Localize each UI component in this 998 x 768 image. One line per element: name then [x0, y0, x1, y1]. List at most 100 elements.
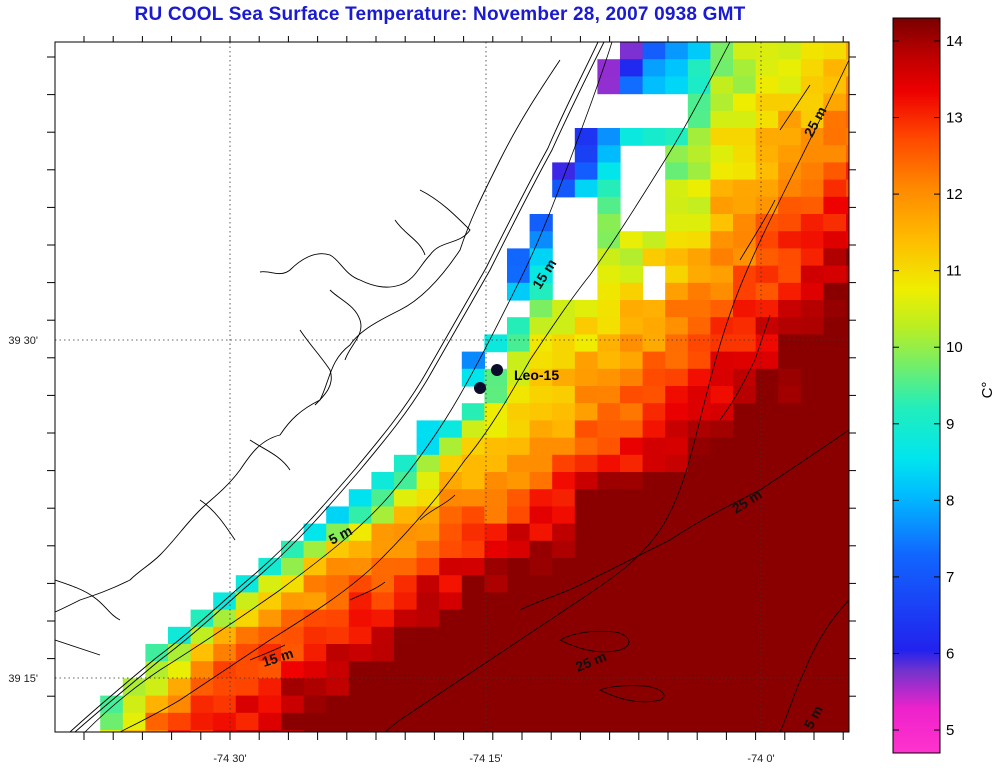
sst-cell: [168, 712, 192, 731]
sst-cell: [507, 592, 531, 611]
sst-cell: [846, 145, 849, 163]
sst-cell: [145, 695, 169, 714]
sst-cell: [213, 712, 237, 731]
station-marker-inshore: [474, 382, 486, 394]
sst-cell: [394, 661, 418, 679]
sst-cell: [597, 196, 621, 215]
sst-cell: [733, 644, 757, 662]
sst-cell: [846, 403, 849, 421]
sst-cell: [597, 661, 621, 679]
sst-cell: [529, 231, 553, 249]
sst-cell: [597, 145, 621, 163]
sst-cell: [687, 420, 711, 439]
sst-cell: [710, 282, 734, 301]
sst-cell: [755, 712, 779, 731]
colorbar-tick-label: 5: [946, 722, 954, 739]
sst-cell: [733, 76, 757, 95]
sst-cell: [552, 454, 576, 473]
sst-cell: [371, 730, 395, 732]
sst-cell: [507, 661, 531, 679]
sst-cell: [326, 626, 350, 645]
sst-cell: [620, 592, 644, 611]
sst-cell: [597, 575, 621, 593]
sst-cell: [778, 282, 802, 301]
sst-cell: [326, 678, 350, 697]
sst-cell: [733, 368, 757, 387]
sst-cell: [574, 730, 598, 732]
sst-cell: [846, 179, 849, 198]
sst-cell: [439, 540, 463, 559]
sst-cell: [823, 196, 847, 215]
sst-cell: [846, 351, 849, 370]
sst-cell: [552, 386, 576, 404]
sst-cell: [597, 730, 621, 732]
sst-cell: [507, 575, 531, 593]
sst-cell: [846, 110, 849, 129]
sst-cell: [823, 472, 847, 490]
sst-cell: [778, 678, 802, 697]
sst-cell: [552, 730, 576, 732]
sst-cell: [710, 386, 734, 404]
sst-cell: [303, 558, 327, 576]
sst-cell: [733, 196, 757, 215]
sst-cell: [800, 540, 824, 559]
sst-cell: [394, 609, 418, 628]
sst-cell: [416, 575, 440, 593]
sst-cell: [258, 678, 282, 697]
sst-cell: [665, 730, 689, 732]
sst-cell: [778, 540, 802, 559]
sst-cell: [552, 300, 576, 318]
contour-25m-shoal-2: [599, 685, 665, 703]
sst-cell: [597, 695, 621, 714]
axis-labels: -74 30' -74 15' -74 0' 39 30' 39 15': [8, 335, 774, 765]
sst-cell: [597, 300, 621, 318]
sst-cell: [416, 609, 440, 628]
sst-cell: [665, 214, 689, 232]
sst-cell: [529, 437, 553, 456]
contour-15m: [119, 42, 731, 732]
sst-cell: [710, 730, 734, 732]
sst-cell: [846, 609, 849, 628]
sst-cell: [597, 454, 621, 473]
sst-cell: [755, 420, 779, 439]
sst-cell: [755, 540, 779, 559]
sst-cell: [281, 644, 305, 662]
sst-cell: [529, 265, 553, 284]
sst-cell: [235, 730, 259, 732]
sst-cell: [800, 145, 824, 163]
sst-cell: [846, 472, 849, 490]
sst-cell: [574, 300, 598, 318]
contour-ridges: [719, 84, 811, 421]
sst-cell: [733, 317, 757, 335]
sst-cell: [371, 712, 395, 731]
colorbar-tick-label: 11: [946, 263, 962, 280]
sst-cell: [507, 420, 531, 439]
sst-cell: [281, 730, 305, 732]
sst-cell: [823, 730, 847, 732]
sst-raster: [100, 42, 849, 732]
sst-cell: [823, 317, 847, 335]
sst-cell: [733, 661, 757, 679]
sst-cell: [461, 454, 485, 473]
sst-cell: [371, 644, 395, 662]
sst-cell: [281, 558, 305, 576]
sst-cell: [484, 626, 508, 645]
sst-cell: [597, 403, 621, 421]
sst-cell: [597, 540, 621, 559]
sst-cell: [168, 730, 192, 732]
sst-cell: [235, 644, 259, 662]
sst-cell: [800, 609, 824, 628]
sst-cell: [846, 42, 849, 60]
sst-cell: [281, 695, 305, 714]
sst-cell: [190, 626, 214, 645]
sst-cell: [620, 558, 644, 576]
sst-cell: [800, 334, 824, 353]
southwest-shoreline: [55, 579, 121, 656]
sst-cell: [281, 678, 305, 697]
sst-cell: [733, 454, 757, 473]
sst-cell: [687, 730, 711, 732]
sst-cell: [348, 523, 372, 542]
sst-cell: [823, 506, 847, 525]
sst-cell: [552, 558, 576, 576]
sst-cell: [733, 282, 757, 301]
